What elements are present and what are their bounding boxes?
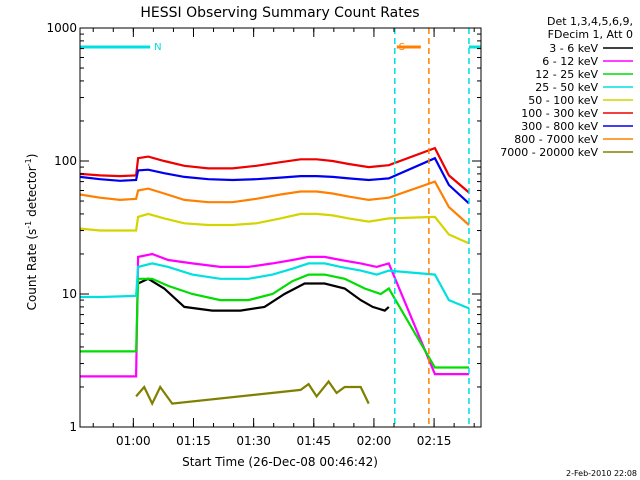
y-label-part-3: ) — [25, 154, 39, 159]
y-label-sup-2: -1 — [24, 158, 33, 166]
series-line-3 — [80, 273, 469, 369]
marker-label: S — [399, 42, 405, 53]
legend-label-5: 50 - 100 keV — [528, 94, 598, 107]
series-line-9 — [135, 379, 370, 407]
y-axis-label: Count Rate (s-1 detector-1) — [24, 154, 39, 311]
legend-header-1: Det 1,3,4,5,6,9, — [547, 15, 633, 28]
marker-label: N — [154, 42, 161, 53]
legend-label-4: 25 - 50 keV — [535, 81, 598, 94]
legend-label-3: 12 - 25 keV — [535, 68, 598, 81]
y-label-sup-1: -1 — [24, 221, 33, 229]
series-line-8 — [79, 180, 470, 226]
x-axis-label: Start Time (26-Dec-08 00:46:42) — [182, 455, 378, 469]
y-tick-label: 100 — [54, 154, 77, 168]
legend: Det 1,3,4,5,6,9, FDecim 1, Att 0 3 - 6 k… — [500, 15, 633, 159]
y-tick-label: 10 — [62, 287, 77, 301]
plot-frame — [79, 27, 482, 428]
series-line-7 — [79, 156, 470, 205]
y-label-part-2: detector — [25, 166, 39, 221]
y-tick-label: 1 — [69, 420, 77, 434]
series-line-1 — [137, 277, 390, 312]
legend-label-1: 3 - 6 keV — [549, 42, 598, 55]
series-line-5 — [79, 212, 470, 245]
x-tick-label: 01:00 — [116, 434, 151, 448]
chart-title: HESSI Observing Summary Count Rates — [140, 5, 419, 21]
series-line-4 — [80, 262, 470, 310]
y-tick-label: 1000 — [46, 21, 77, 35]
x-tick-label: 02:00 — [357, 434, 392, 448]
legend-label-8: 800 - 7000 keV — [514, 133, 598, 146]
x-axis: 01:00 01:15 01:30 01:45 02:00 02:15 — [92, 28, 475, 448]
legend-label-7: 300 - 800 keV — [521, 120, 598, 133]
y-label-part-1: Count Rate (s — [25, 229, 39, 311]
x-tick-label: 01:15 — [176, 434, 211, 448]
legend-label-6: 100 - 300 keV — [521, 107, 598, 120]
series-line-6 — [79, 146, 470, 194]
footer-timestamp: 2-Feb-2010 22:08 — [566, 469, 637, 478]
legend-header-2: FDecim 1, Att 0 — [548, 28, 633, 41]
legend-label-2: 6 - 12 keV — [542, 55, 598, 68]
x-tick-label: 01:30 — [236, 434, 271, 448]
y-axis: 1 10 100 1000 — [46, 21, 481, 434]
x-tick-label: 02:15 — [417, 434, 452, 448]
x-tick-label: 01:45 — [296, 434, 331, 448]
legend-label-9: 7000 - 20000 keV — [500, 146, 598, 159]
series-layer — [79, 146, 470, 407]
